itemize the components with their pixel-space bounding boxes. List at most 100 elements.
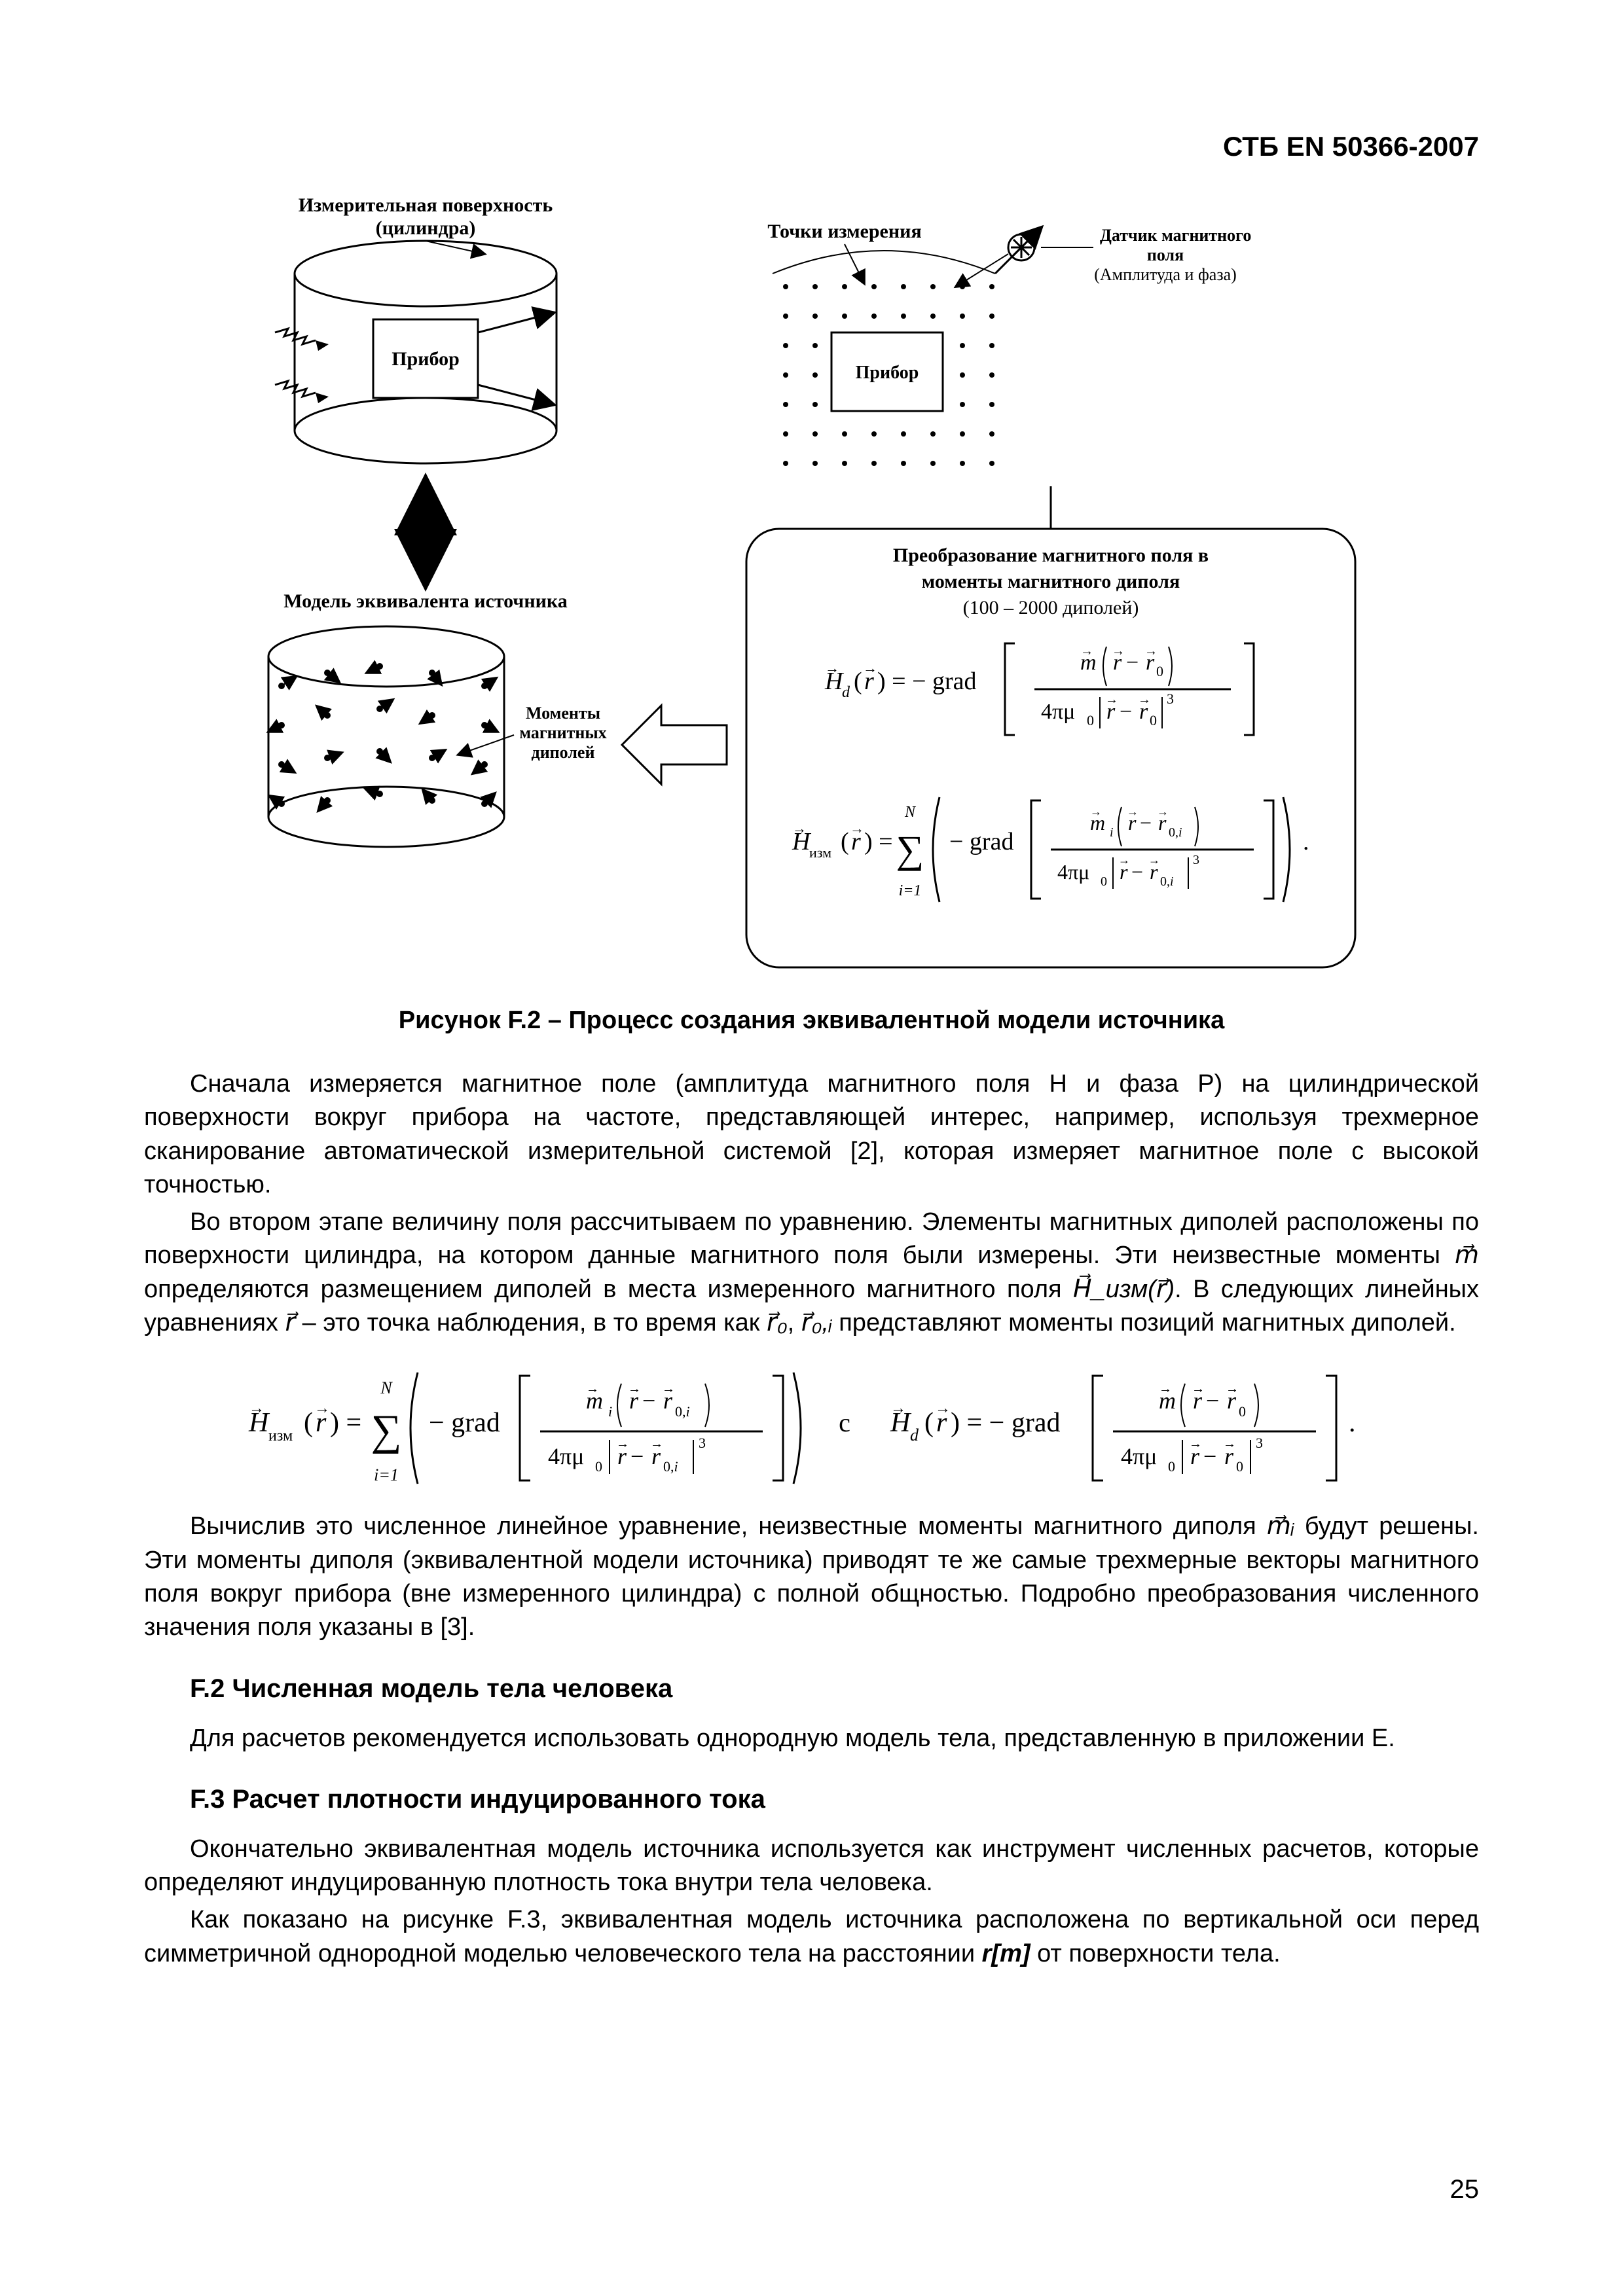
page-number: 25 (1450, 2175, 1480, 2204)
para-5-text: Окончательно эквивалентная модель источн… (144, 1835, 1479, 1896)
svg-text:0: 0 (1087, 712, 1094, 728)
svg-text:→: → (616, 1437, 629, 1451)
sym-H-meas: H⃗_изм(r⃗) (1073, 1276, 1175, 1303)
svg-text:−: − (630, 1443, 644, 1469)
svg-text:→: → (1144, 644, 1158, 658)
label-model-equiv: Модель эквивалента источника (283, 590, 567, 612)
svg-text:) = − grad: ) = − grad (951, 1408, 1061, 1438)
svg-text:0: 0 (1236, 1458, 1243, 1475)
svg-text:0,i: 0,i (1160, 874, 1174, 889)
para-2-a: Во втором этапе величину поля рассчитыва… (144, 1208, 1479, 1269)
svg-text:4πμ: 4πμ (1121, 1443, 1157, 1469)
para-6-b: от поверхности тела. (1030, 1940, 1281, 1967)
svg-text:→: → (1148, 853, 1160, 867)
svg-text:−: − (1206, 1388, 1219, 1414)
svg-text:→: → (1105, 692, 1118, 707)
label-sensor-2: поля (1146, 245, 1183, 264)
svg-text:→: → (825, 660, 839, 676)
svg-text:.: . (1349, 1408, 1356, 1438)
svg-text:i=1: i=1 (898, 882, 921, 899)
svg-text:→: → (792, 820, 807, 836)
svg-text:4πμ: 4πμ (548, 1443, 584, 1469)
svg-text:→: → (1080, 644, 1093, 658)
equation-main: H → изм ( r → ) = N ∑ i=1 − grad m → (144, 1353, 1479, 1497)
svg-text:) =: ) = (330, 1408, 361, 1438)
label-points: Точки измерения (767, 221, 921, 242)
svg-text:0: 0 (1168, 1458, 1175, 1475)
svg-text:→: → (314, 1400, 330, 1417)
svg-text:→: → (1159, 1382, 1172, 1396)
connector-right-to-left (622, 706, 727, 784)
svg-text:0: 0 (1239, 1403, 1246, 1420)
svg-text:→: → (1223, 1437, 1236, 1451)
label-meas-surface-1: Измерительная поверхность (298, 194, 553, 216)
svg-text:.: . (1303, 828, 1309, 855)
section-f3-title: F.3 Расчет плотности индуцированного ток… (190, 1782, 1479, 1817)
panel-top-right: Точки измерения Датчик магнитного поля (… (767, 221, 1251, 470)
svg-text:3: 3 (1256, 1435, 1263, 1451)
svg-text:−: − (1131, 860, 1143, 884)
label-meas-surface-2: (цилиндра) (375, 217, 475, 239)
svg-text:(: ( (304, 1408, 313, 1438)
label-transform-2: моменты магнитного диполя (921, 571, 1179, 592)
svg-text:3: 3 (1193, 853, 1199, 867)
svg-text:→: → (1226, 1382, 1239, 1396)
svg-text:0,i: 0,i (1169, 825, 1182, 840)
svg-text:N: N (903, 804, 916, 821)
svg-text:d: d (910, 1426, 919, 1444)
section-f2-title: F.2 Численная модель тела человека (190, 1671, 1479, 1706)
para-2: Во втором этапе величину поля рассчитыва… (144, 1206, 1479, 1340)
svg-text:−: − (1126, 651, 1139, 675)
svg-text:4πμ: 4πμ (1041, 700, 1075, 724)
svg-text:→: → (1127, 805, 1139, 818)
svg-text:изм: изм (809, 844, 831, 861)
svg-text:(: ( (924, 1408, 934, 1438)
svg-text:→: → (1112, 644, 1125, 658)
svg-text:→: → (1138, 692, 1151, 707)
sym-r0i: r⃗₀,ᵢ (801, 1309, 832, 1336)
label-device-1: Прибор (392, 348, 460, 370)
svg-text:−: − (1120, 700, 1132, 724)
figure-f2: Измерительная поверхность (цилиндра) При… (144, 188, 1479, 980)
svg-text:→: → (1189, 1437, 1202, 1451)
svg-text:0: 0 (1150, 712, 1157, 728)
svg-text:− grad: − grad (429, 1408, 500, 1438)
svg-text:0: 0 (1101, 874, 1107, 889)
sym-mi-vec: m⃗ᵢ (1267, 1513, 1294, 1540)
figure-f2-svg: Измерительная поверхность (цилиндра) При… (255, 188, 1368, 980)
svg-text:→: → (1157, 805, 1169, 818)
svg-text:∑: ∑ (371, 1407, 401, 1454)
label-moments-3: диполей (531, 743, 594, 762)
svg-text:→: → (863, 660, 877, 676)
svg-text:0,i: 0,i (675, 1403, 690, 1420)
svg-text:i: i (1110, 825, 1114, 840)
svg-text:d: d (842, 684, 850, 701)
svg-text:0,i: 0,i (663, 1458, 678, 1475)
svg-text:3: 3 (1167, 691, 1174, 707)
svg-text:) = − grad: ) = − grad (877, 668, 977, 695)
svg-text:→: → (1090, 805, 1102, 818)
svg-text:∑: ∑ (896, 828, 924, 871)
svg-text:(: ( (841, 828, 849, 855)
panel-bottom-left: Модель эквивалента источника (268, 590, 607, 847)
svg-text:3: 3 (699, 1435, 706, 1451)
sym-m-vec: m⃗ (1455, 1242, 1479, 1269)
para-2-e: представляют моменты позиций магнитных д… (832, 1309, 1456, 1336)
label-device-2: Прибор (855, 363, 919, 383)
figure-f2-caption: Рисунок F.2 – Процесс создания эквивален… (144, 1007, 1479, 1035)
svg-text:N: N (380, 1378, 393, 1397)
label-sensor-1: Датчик магнитного (1100, 226, 1251, 245)
para-1-text: Сначала измеряется магнитное поле (ампли… (144, 1070, 1479, 1198)
svg-text:−: − (1140, 811, 1152, 834)
para-6: Как показано на рисунке F.3, эквивалентн… (144, 1903, 1479, 1971)
sym-r-vec: r⃗ (285, 1309, 296, 1336)
page-root: СТБ EN 50366-2007 Измерительная поверхно… (0, 0, 1623, 2296)
svg-text:→: → (662, 1382, 675, 1396)
para-4-text: Для расчетов рекомендуется использовать … (190, 1725, 1395, 1752)
svg-text:изм: изм (268, 1427, 293, 1444)
para-2-d: – это точка наблюдения, в то время как (295, 1309, 767, 1336)
svg-text:0: 0 (595, 1458, 602, 1475)
svg-text:i: i (608, 1403, 612, 1420)
label-moments-2: магнитных (519, 723, 606, 742)
svg-text:→: → (890, 1400, 906, 1417)
